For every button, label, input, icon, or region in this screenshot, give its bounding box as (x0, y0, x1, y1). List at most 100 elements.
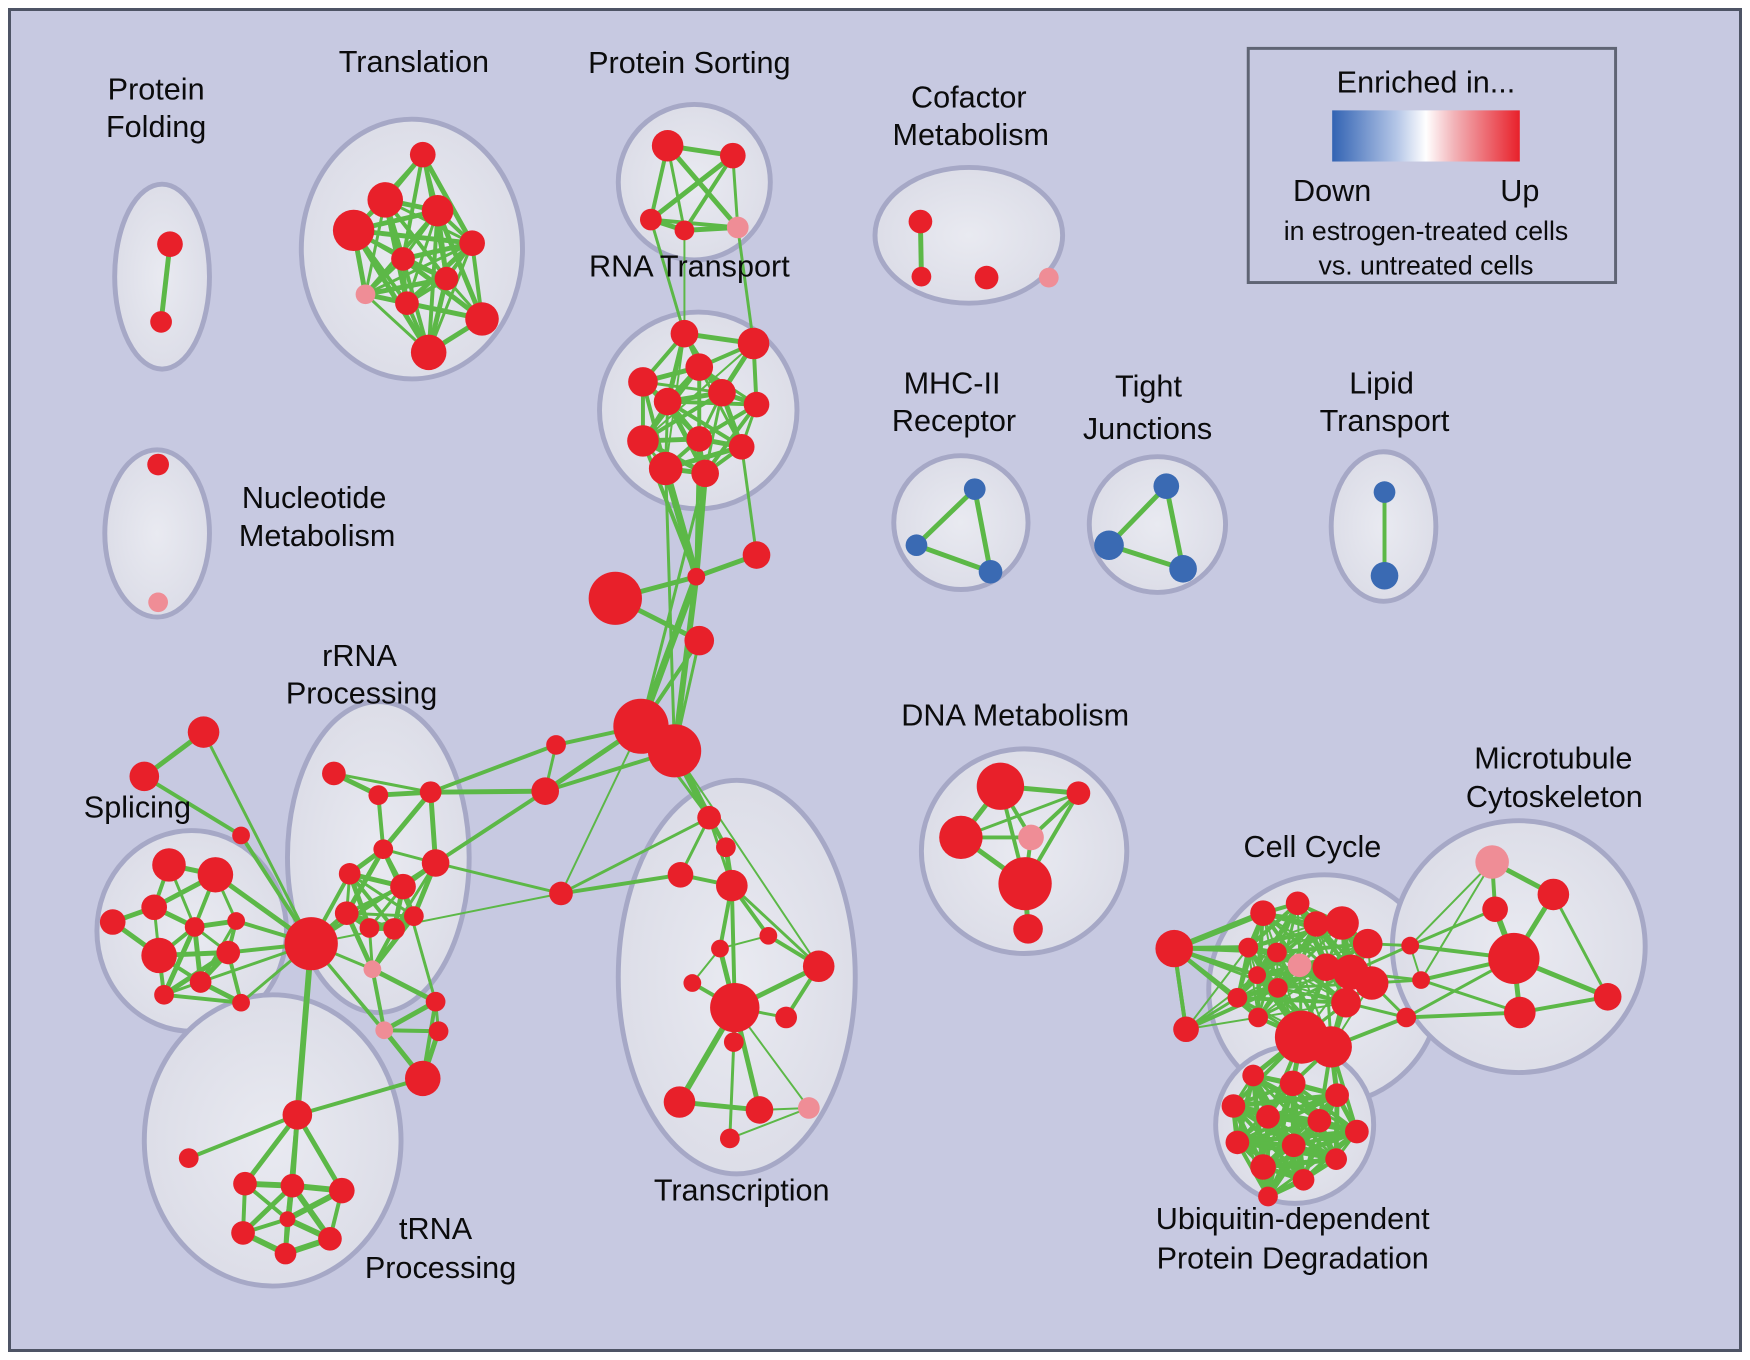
node-rt3-red (628, 367, 658, 397)
cluster-label-microtubule-cytoskeleton: Microtubule (1474, 742, 1632, 776)
legend-up-label: Up (1500, 174, 1539, 208)
legend-subtitle-2: vs. untreated cells (1319, 251, 1534, 281)
node-rr5-red (338, 862, 361, 885)
node-sp8-red (189, 971, 212, 993)
node-rr10-red (383, 918, 405, 940)
figure-frame: Protein Folding Translation Protein Sorting… (8, 8, 1742, 1352)
edge (665, 399, 759, 407)
node-tri3-red (232, 826, 250, 845)
node-x11-red (723, 1032, 744, 1052)
node-u10-red (1325, 1148, 1347, 1170)
edge (1185, 946, 1250, 1031)
cluster-label-transcription: Transcription (654, 1173, 830, 1207)
node-u2-red (1279, 1070, 1306, 1097)
node-mt6-red (1593, 983, 1622, 1011)
node-bigL-red (588, 571, 642, 625)
node-d5-red (998, 857, 1052, 911)
node-tl9-red (395, 291, 419, 316)
node-cc20-red (1331, 987, 1361, 1018)
node-cc13-red (1354, 966, 1389, 1000)
node-tl2-red (367, 182, 404, 218)
node-u13-red (1258, 1186, 1278, 1207)
edge (649, 218, 686, 336)
node-pf1-red (157, 231, 183, 257)
node-tj3-blue (1169, 555, 1197, 583)
cluster-label-trna-processing: Processing (365, 1251, 516, 1285)
node-cc5-red (1238, 937, 1259, 958)
node-rr3-red (419, 781, 442, 803)
node-sp7-red (216, 940, 241, 965)
edge (310, 892, 562, 945)
cluster-label-ubiquitin-degradation: Ubiquitin-dependent (1156, 1202, 1430, 1236)
node-cc11-red (1312, 953, 1341, 982)
edge (972, 486, 993, 575)
edge (639, 471, 707, 728)
node-u9-red (1281, 1133, 1306, 1158)
cluster-label-trna-processing: tRNA (399, 1212, 473, 1246)
node-x7-red (683, 974, 702, 992)
node-mt1-pink (1475, 845, 1509, 879)
edge (1409, 861, 1494, 947)
node-t1-red (282, 1100, 313, 1130)
node-sp5-red (227, 912, 246, 930)
cluster-label-rna-transport: RNA Transport (589, 250, 790, 284)
edge (914, 542, 993, 575)
edge (434, 861, 563, 895)
node-u12-red (1292, 1168, 1315, 1191)
edge (369, 966, 439, 1005)
node-rr13-red (425, 991, 446, 1012)
node-t8-red (318, 1227, 342, 1251)
edge (158, 241, 173, 325)
node-cc15-red (1267, 978, 1288, 998)
node-rt11-red (648, 451, 683, 486)
node-k2-red (531, 777, 560, 805)
node-k1-red (546, 735, 566, 755)
node-sp11-red (154, 984, 174, 1005)
edge (363, 276, 449, 297)
edge (332, 771, 433, 794)
node-hub-red (284, 917, 338, 971)
edge (559, 816, 711, 895)
node-tl1-red (409, 141, 436, 168)
cluster-label-protein-sorting: Protein Sorting (588, 46, 790, 80)
node-cc7-pink (1287, 953, 1312, 978)
node-hub2-red (647, 724, 702, 778)
cluster-ellipse-protein-folding (112, 181, 212, 372)
node-u4-red (1221, 1094, 1246, 1118)
node-ps5-pink (726, 216, 749, 239)
node-sp10-red (99, 909, 126, 935)
node-cc9-red (1325, 906, 1359, 940)
node-u1-red (1242, 1064, 1265, 1087)
node-rr6-red (390, 873, 416, 900)
cluster-label-lipid-transport: Lipid (1349, 367, 1414, 401)
node-u11-red (1250, 1154, 1276, 1180)
edge (186, 1112, 300, 1161)
node-t3-red (233, 1171, 257, 1196)
edge (682, 153, 735, 233)
node-t2-red (178, 1148, 199, 1168)
node-cc17-red (1248, 1007, 1268, 1028)
edge (428, 788, 548, 795)
node-d6-red (1013, 914, 1043, 944)
cluster-ellipse-nucleotide-metabolism (102, 447, 212, 620)
edge (1404, 1010, 1522, 1020)
node-mt2-red (1537, 878, 1570, 911)
node-cc1-red (1155, 929, 1193, 968)
edge (1419, 978, 1522, 1015)
node-t6-red (231, 1221, 255, 1245)
edge (161, 924, 198, 998)
legend-box (1246, 46, 1618, 285)
edge (914, 486, 978, 548)
edge (740, 445, 758, 557)
node-sp2-red (197, 857, 234, 893)
edge (560, 725, 642, 895)
edge (401, 885, 438, 1004)
node-cc14-red (1248, 966, 1267, 985)
cluster-label-nucleotide-metabolism: Nucleotide (242, 481, 387, 515)
edge (433, 789, 548, 865)
cluster-label-mhc-ii-receptor: MHC-II (904, 367, 1001, 401)
node-mt5-red (1503, 996, 1536, 1029)
node-rr16-red (428, 1021, 449, 1042)
edge (728, 1106, 810, 1140)
node-tl7-red (434, 266, 459, 291)
